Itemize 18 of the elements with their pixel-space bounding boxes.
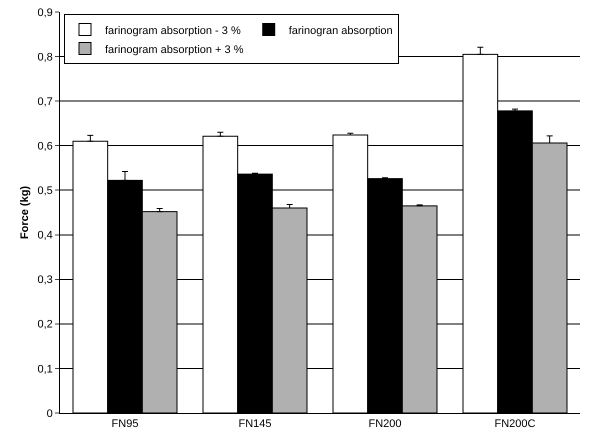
x-tick-label: FN95: [112, 418, 138, 430]
x-tick-label: FN200: [368, 418, 402, 430]
x-tick-label: FN145: [238, 418, 272, 430]
y-axis-title: Force (kg): [19, 186, 31, 240]
legend-label: farinogram absorption + 3 %: [105, 44, 244, 56]
y-tick-label: 0,2: [38, 318, 53, 331]
y-tick-label: 0,9: [38, 6, 53, 19]
y-tick-label: 0,4: [38, 230, 53, 242]
x-tick-label: FN200C: [494, 418, 536, 430]
y-tick-label: 0: [46, 408, 53, 420]
y-tick-label: 0,5: [38, 185, 53, 198]
y-tick-label: 0,3: [38, 274, 53, 286]
y-tick-label: 0,6: [38, 140, 53, 153]
legend-label: farinogram absorption - 3 %: [105, 24, 241, 37]
y-tick-label: 0,8: [38, 51, 53, 64]
y-tick-label: 0,1: [38, 363, 53, 376]
y-tick-label: 0,7: [38, 96, 53, 108]
legend-label: farinogran absorption: [288, 24, 393, 37]
